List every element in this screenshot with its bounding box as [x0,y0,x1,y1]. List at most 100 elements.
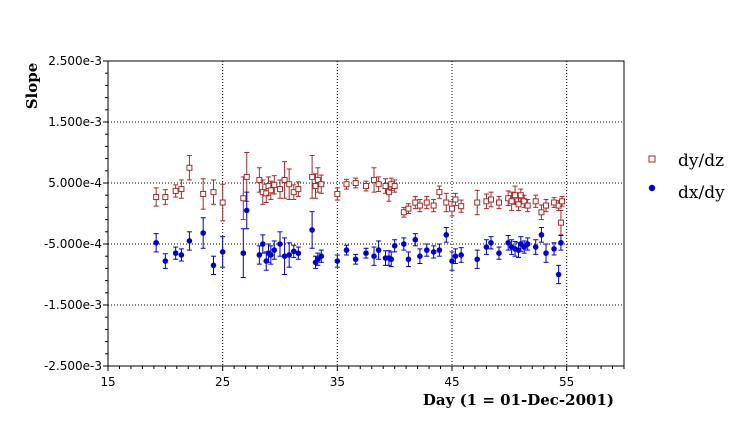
data-point [371,176,378,183]
series-dx-dy [153,191,564,285]
y-tick-label: -5.000e-4 [44,237,102,251]
data-point [210,262,217,269]
data-point [532,198,539,205]
legend-label-dx-dy: dx/dy [678,183,725,203]
data-point [343,247,350,253]
data-point [375,181,382,188]
data-point [443,232,450,238]
data-point [162,194,169,201]
data-point [178,186,185,193]
data-point [538,232,545,238]
data-point [512,192,519,199]
data-point [352,256,359,263]
data-point [290,189,297,196]
data-point [200,190,207,197]
data-point [474,199,481,206]
data-point [559,198,566,205]
y-axis-title: Slope [23,63,41,110]
data-point [286,181,293,188]
data-point [401,241,407,247]
y-tick-label: 1.500e-3 [48,115,102,129]
data-point [436,189,443,196]
series-dy-dz [153,152,566,236]
data-point [186,164,193,171]
data-point [400,209,407,216]
data-point [312,183,319,190]
y-tick-label: 5.000e-4 [48,176,102,190]
data-point [458,203,465,210]
data-point [277,186,283,193]
x-tick-label: 45 [444,375,459,389]
data-point [543,202,550,209]
data-point [343,181,350,188]
data-point [391,243,398,249]
x-tick-label: 35 [330,375,345,389]
data-point [286,252,292,258]
data-point [260,241,266,247]
data-point [515,201,522,208]
data-point [318,253,325,259]
data-point [436,247,443,253]
data-point [412,236,419,243]
data-point [219,199,226,206]
data-point [240,195,247,202]
data-point [423,199,430,206]
x-tick-label: 15 [100,375,115,389]
y-tick-label: -2.500e-3 [44,359,102,373]
data-point [371,253,377,259]
data-point [186,238,193,244]
legend-marker-filled-circle [648,184,656,192]
data-point [385,189,392,196]
data-point [430,249,437,255]
data-point [488,239,494,246]
data-point [314,176,321,183]
data-point [210,189,217,196]
data-point [277,241,283,247]
data-point [388,256,395,263]
data-point [243,173,250,180]
data-point [521,198,528,205]
data-point [309,173,316,180]
data-point [363,183,369,190]
y-tick-label: 2.500e-3 [48,54,102,68]
legend-item-dx-dy: dx/dy [648,183,725,203]
data-point [153,194,160,201]
data-point [153,239,159,246]
data-point [334,258,341,264]
data-point [375,247,382,253]
data-point [458,252,464,258]
data-point [281,253,288,259]
data-point [219,249,226,255]
data-point [417,253,423,259]
data-point [352,180,359,186]
series-layer [153,152,566,285]
x-tick-label: 55 [559,375,574,389]
data-point [532,244,539,250]
data-point [496,250,502,256]
data-point [452,196,459,203]
data-point [558,239,564,246]
data-point [483,244,490,250]
x-tick-label: 25 [215,375,230,389]
data-point [200,230,206,236]
data-point [449,205,455,212]
data-point [496,199,503,206]
grid [108,61,624,366]
data-point [240,250,247,256]
data-point [405,256,412,263]
data-point [505,239,511,246]
data-point [267,187,274,194]
legend-marker-open-square [648,155,656,163]
data-point [423,247,430,253]
axes: 15 25 35 45 55 2.500e-3 1.500e-3 5.000e-4 -5.000… [44,54,625,389]
data-point [524,202,531,209]
data-point [538,209,545,216]
data-point [555,202,562,209]
data-point [508,198,515,205]
data-point [363,250,369,256]
data-point [172,187,179,194]
data-point [505,195,512,202]
legend-item-dy-dz: dy/dz [648,151,724,171]
data-point [443,199,450,206]
